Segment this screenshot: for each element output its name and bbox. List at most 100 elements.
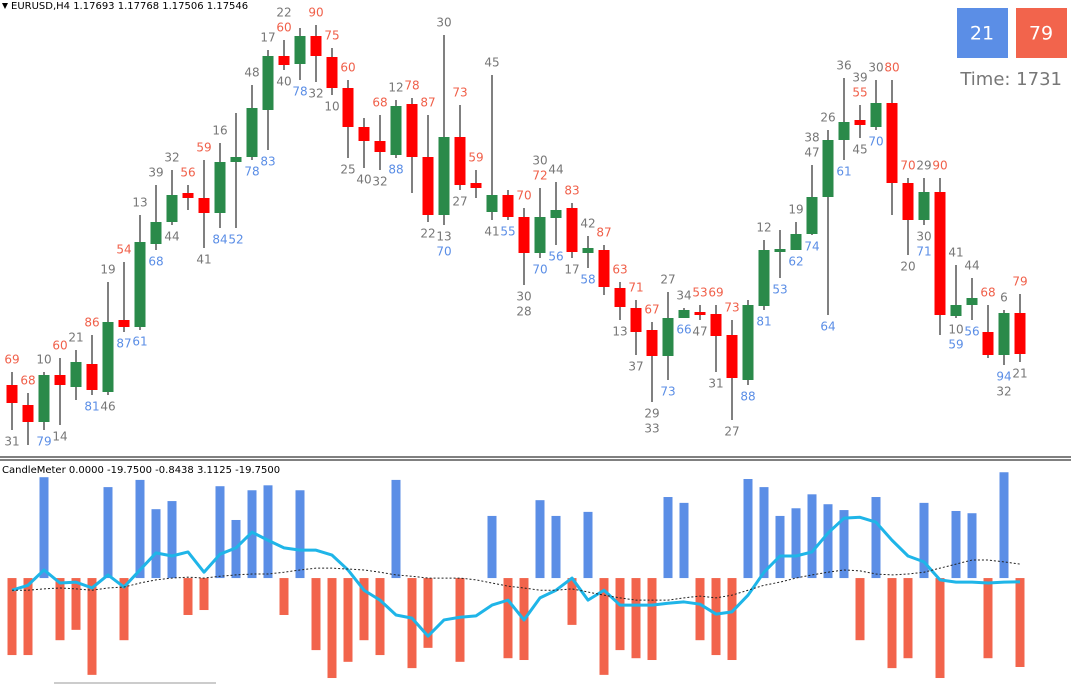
candle-body xyxy=(486,195,498,212)
candle-label: 10 xyxy=(324,100,339,114)
candle-label: 54 xyxy=(116,243,131,257)
candle-body xyxy=(822,140,834,197)
candle-label: 59 xyxy=(196,141,211,155)
meter-bar xyxy=(1015,578,1025,667)
meter-bar xyxy=(967,513,977,579)
candle-label: 84 xyxy=(212,233,227,247)
candle-label: 90 xyxy=(308,6,323,20)
candle-body xyxy=(1014,313,1026,354)
candle-body xyxy=(198,198,210,213)
candle-label: 10 xyxy=(948,323,963,337)
candle-label: 83 xyxy=(260,155,275,169)
meter-bar xyxy=(583,511,593,579)
candle-label: 70 xyxy=(868,135,883,149)
meter-bar xyxy=(359,578,369,641)
candle-label: 17 xyxy=(564,263,579,277)
candle-label: 22 xyxy=(420,227,435,241)
meter-bar xyxy=(87,578,97,675)
meter-bar xyxy=(567,578,577,625)
candle-label: 27 xyxy=(660,273,675,287)
candle-body xyxy=(502,195,514,217)
candle-body xyxy=(806,197,818,234)
meter-bar xyxy=(887,578,897,669)
candle-body xyxy=(326,57,338,88)
meter-bar xyxy=(935,578,945,679)
meter-bar xyxy=(55,578,65,641)
candle-label: 45 xyxy=(852,143,867,157)
candle-label: 80 xyxy=(884,61,899,75)
symbol-icon xyxy=(2,3,8,9)
candle-label: 29 xyxy=(644,407,659,421)
candle-label: 37 xyxy=(628,360,643,374)
meter-bar xyxy=(903,578,913,659)
candle-label: 56 xyxy=(548,250,563,264)
candle-label: 44 xyxy=(164,230,179,244)
candle-label: 47 xyxy=(692,325,707,339)
candle-label: 31 xyxy=(708,377,723,391)
candle-body xyxy=(518,217,530,253)
candle-label: 70 xyxy=(532,263,547,277)
candle-label: 44 xyxy=(548,163,563,177)
candle-body xyxy=(230,157,242,162)
candle-body xyxy=(102,322,114,392)
candle-label: 87 xyxy=(420,96,435,110)
candle-body xyxy=(598,250,610,287)
candle-label: 60 xyxy=(52,339,67,353)
candle-label: 61 xyxy=(836,165,851,179)
candle-label: 67 xyxy=(644,303,659,317)
chart-header: EURUSD,H4 1.17693 1.17768 1.17506 1.1754… xyxy=(11,1,248,12)
meter-bar xyxy=(823,504,833,579)
meter-bar xyxy=(599,578,609,675)
bear-value: 79 xyxy=(1029,23,1053,45)
candle-label: 62 xyxy=(788,255,803,269)
meter-bar xyxy=(199,578,209,611)
candle-body xyxy=(422,157,434,215)
candle-body xyxy=(470,183,482,188)
candle-label: 27 xyxy=(724,425,739,439)
candle-body xyxy=(214,162,226,213)
candle-body xyxy=(438,137,450,215)
candle-body xyxy=(694,312,706,315)
candle-label: 87 xyxy=(596,226,611,240)
candle-body xyxy=(166,195,178,222)
signal-line xyxy=(12,559,1021,601)
candle-label: 39 xyxy=(148,166,163,180)
candle-label: 72 xyxy=(532,169,547,183)
candle-body xyxy=(678,310,690,318)
candle-body xyxy=(150,222,162,244)
candle-label: 32 xyxy=(308,87,323,101)
meter-bar xyxy=(23,578,33,656)
candle-label: 56 xyxy=(180,166,195,180)
meter-bar xyxy=(791,508,801,579)
candle-label: 16 xyxy=(212,124,227,138)
candle-label: 68 xyxy=(372,96,387,110)
candle-label: 88 xyxy=(740,390,755,404)
candle-label: 29 xyxy=(916,159,931,173)
candle-label: 70 xyxy=(900,159,915,173)
meter-bar xyxy=(375,578,385,656)
candle-body xyxy=(310,36,322,56)
meter-bar xyxy=(71,578,81,630)
candle-label: 32 xyxy=(164,151,179,165)
candle-label: 60 xyxy=(340,61,355,75)
candle-body xyxy=(454,137,466,185)
meter-bar xyxy=(759,487,769,579)
candle-label: 71 xyxy=(916,245,931,259)
candle-label: 73 xyxy=(660,385,675,399)
candle-label: 13 xyxy=(436,230,451,244)
candle-label: 68 xyxy=(148,255,163,269)
candle-body xyxy=(358,127,370,141)
candle-label: 38 xyxy=(804,131,819,145)
candle-label: 78 xyxy=(404,79,419,93)
candle-label: 22 xyxy=(276,6,291,20)
candle-label: 70 xyxy=(516,189,531,203)
meter-bar xyxy=(695,578,705,641)
candle-label: 41 xyxy=(196,253,211,267)
meter-bar xyxy=(871,497,881,579)
candle-label: 75 xyxy=(324,29,339,43)
candle-label: 42 xyxy=(580,217,595,231)
meter-bar xyxy=(151,509,161,579)
time-label: Time: 1731 xyxy=(959,69,1062,90)
meter-bar xyxy=(215,486,225,579)
